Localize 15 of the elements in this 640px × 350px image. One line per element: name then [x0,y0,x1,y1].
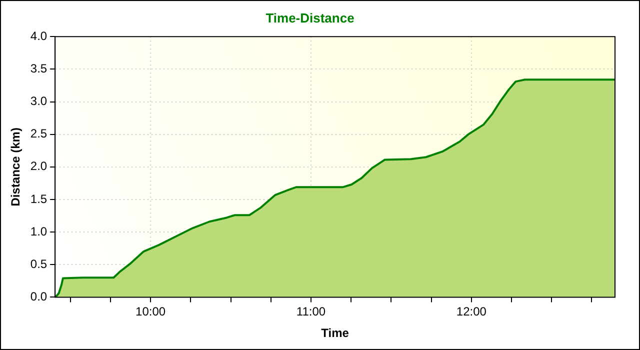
y-tick-label: 3.0 [30,94,48,108]
x-axis-title: Time [321,326,350,340]
y-tick-label: 2.0 [30,159,48,174]
x-tick-label: 10:00 [136,304,166,319]
y-tick-label: 2.5 [30,126,48,141]
x-tick-label: 12:00 [456,304,487,319]
y-tick-label: 3.5 [30,61,48,76]
y-tick-label: 0.5 [30,256,48,271]
x-tick-label: 11:00 [296,304,326,319]
y-tick-label: 4.0 [30,28,48,43]
y-tick-label: 1.5 [30,192,48,206]
y-tick-label: 0.0 [30,290,48,304]
y-tick-label: 1.0 [30,224,48,238]
chart-title: Time-Distance [266,10,354,26]
y-axis-title: Distance (km) [8,128,23,206]
